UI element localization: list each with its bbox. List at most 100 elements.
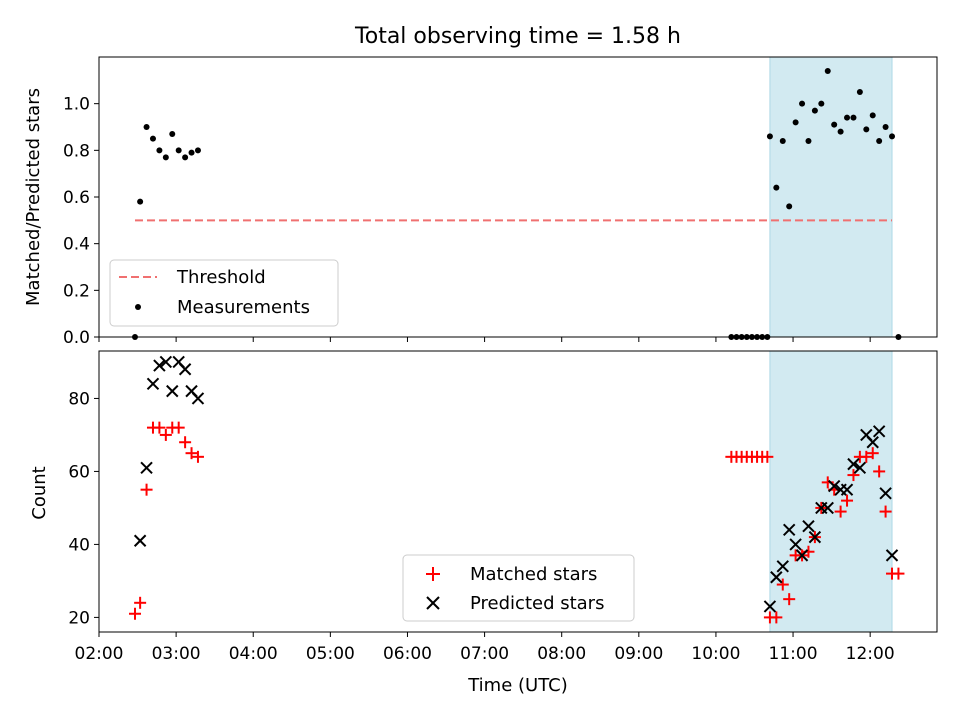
measurement-point <box>156 147 163 154</box>
top-panel-shaded-span <box>769 56 893 338</box>
bottom-legend-matched-swatch <box>426 567 440 581</box>
predicted-star-point <box>178 363 192 376</box>
bottom-y-tick-label: 60 <box>68 462 90 482</box>
bottom-panel-shaded-span <box>769 350 893 633</box>
measurement-point <box>188 149 195 156</box>
x-tick-label: 10:00 <box>691 644 740 664</box>
measurement-point <box>143 124 150 130</box>
matched-star-point <box>185 447 198 460</box>
predicted-star-point <box>782 523 796 537</box>
predicted-star-point <box>802 519 815 533</box>
predicted-star-point <box>191 392 205 405</box>
measurement-point <box>831 121 838 128</box>
top-legend-measurement-swatch <box>135 304 141 310</box>
x-tick-label: 09:00 <box>614 644 663 664</box>
matched-star-point <box>892 567 905 580</box>
bottom-panel-frame <box>98 350 938 633</box>
predicted-star-point <box>140 461 153 474</box>
measurement-point <box>137 198 144 205</box>
predicted-star-point <box>770 571 783 584</box>
matched-star-point <box>153 421 166 434</box>
predicted-star-point <box>885 549 899 562</box>
matched-star-point <box>770 611 783 624</box>
bottom-panel-x-ticks: 02:00 03:00 04:00 05:00 06:00 07:00 08:00 09:00… <box>75 632 895 664</box>
x-tick-label: 08:00 <box>537 644 586 664</box>
chart-title: Total observing time = 1.58 h <box>354 24 681 49</box>
bottom-legend-matched-label: Matched stars <box>470 564 597 585</box>
matched-star-point <box>783 593 796 606</box>
matched-star-point <box>128 607 141 620</box>
predicted-star-point <box>853 461 867 474</box>
measurement-point <box>786 203 793 210</box>
predicted-star-point <box>159 355 173 369</box>
bottom-panel-y-axis-label: Count <box>29 466 50 519</box>
predicted-star-point <box>840 483 854 496</box>
matched-star-point <box>834 505 847 518</box>
x-tick-label: 11:00 <box>769 644 818 664</box>
matched-star-point <box>860 450 873 463</box>
measurement-point <box>811 107 818 114</box>
matched-star-point <box>841 494 854 507</box>
top-panel-x-ticks <box>98 337 871 342</box>
measurement-point <box>824 68 831 74</box>
top-panel: 0.0 0.2 0.4 0.6 0.8 1.0 Total observing time … <box>23 24 938 348</box>
top-y-tick-label: 0.0 <box>63 328 90 348</box>
predicted-star-point <box>872 425 886 438</box>
bottom-panel-y-ticks: 20 40 60 80 <box>68 389 99 628</box>
x-axis-label: Time (UTC) <box>467 675 568 696</box>
predicted-star-point <box>776 560 789 573</box>
bottom-y-tick-label: 80 <box>68 389 90 409</box>
measurement-point <box>779 138 786 144</box>
predicted-star-point <box>153 359 166 372</box>
measurement-point <box>856 89 863 95</box>
bottom-legend-predicted-label: Predicted stars <box>470 593 604 614</box>
measurement-point <box>844 114 851 121</box>
top-legend-measurement-label: Measurements <box>177 297 310 318</box>
measurement-point <box>149 135 156 142</box>
measurement-point <box>766 133 773 140</box>
measurement-point <box>162 154 169 161</box>
matched-star-point <box>191 450 204 463</box>
measurement-point <box>805 138 812 144</box>
matched-star-point <box>776 578 789 591</box>
x-tick-label: 12:00 <box>846 644 895 664</box>
matched-star-point <box>847 469 860 482</box>
top-panel-legend: Threshold Measurements <box>109 259 339 327</box>
predicted-star-point <box>789 538 802 551</box>
bottom-y-tick-label: 40 <box>68 535 90 555</box>
matched-star-point <box>879 505 892 518</box>
measurement-point <box>182 154 189 161</box>
matched-star-point <box>873 465 886 478</box>
matched-star-point <box>761 450 774 463</box>
matched-star-point <box>134 596 147 609</box>
measurement-point <box>882 124 889 130</box>
predicted-star-point <box>879 487 892 500</box>
predicted-star-point <box>763 600 777 613</box>
measurement-point <box>889 133 896 140</box>
top-legend-threshold-label: Threshold <box>176 267 266 288</box>
top-panel-y-axis-label: Matched/Predicted stars <box>23 88 44 306</box>
bottom-panel-legend: Matched stars Predicted stars <box>402 554 635 622</box>
measurement-point <box>818 100 825 107</box>
top-y-tick-label: 0.8 <box>63 141 90 161</box>
predicted-star-point <box>166 384 179 398</box>
measurement-point <box>863 126 870 133</box>
matched-star-point <box>159 428 172 441</box>
measurement-point <box>837 128 844 135</box>
predicted-star-point <box>866 436 879 449</box>
measurement-point <box>194 147 201 154</box>
predicted-star-point <box>821 501 834 515</box>
top-panel-y-ticks: 0.0 0.2 0.4 0.6 0.8 1.0 <box>63 95 99 348</box>
predicted-star-point <box>808 530 822 544</box>
matched-star-point <box>179 436 192 449</box>
measurement-point <box>773 184 780 191</box>
bottom-legend-box <box>402 554 635 622</box>
bottom-panel-predicted-points <box>133 355 899 613</box>
top-legend-box <box>109 259 339 327</box>
predicted-star-point <box>146 377 160 391</box>
predicted-star-point <box>133 534 147 547</box>
measurement-point <box>869 112 876 119</box>
measurement-point <box>799 100 806 107</box>
